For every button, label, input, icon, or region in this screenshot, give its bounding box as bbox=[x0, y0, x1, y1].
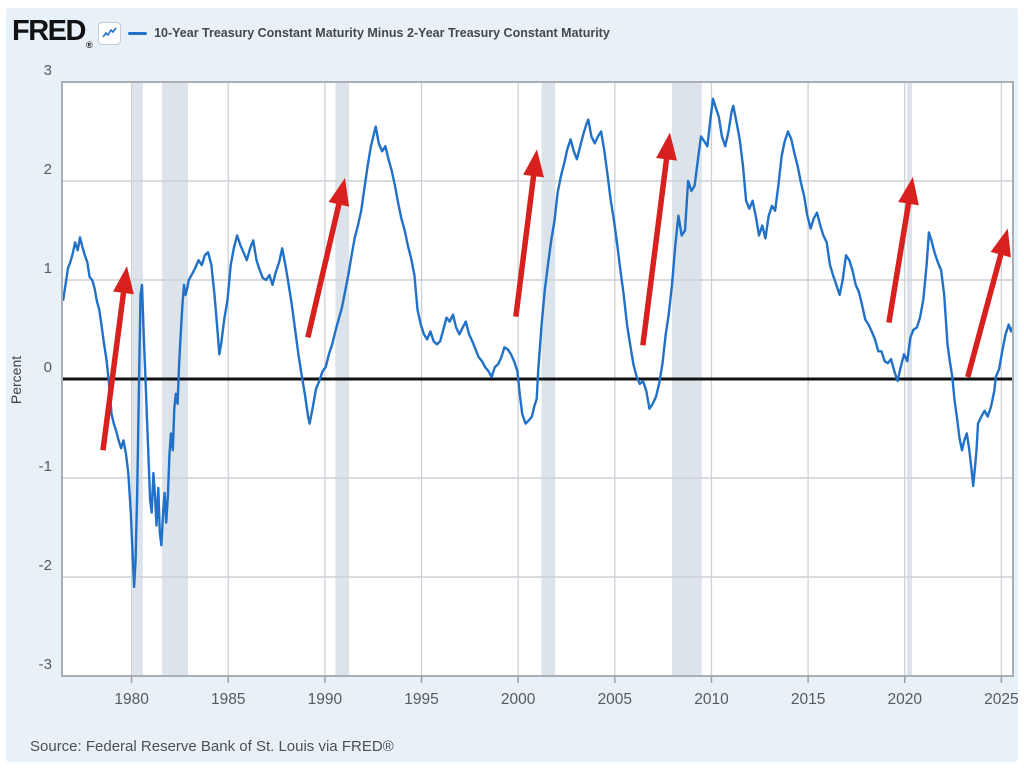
red-up-arrow-shaft bbox=[886, 197, 913, 324]
red-up-arrow-shaft bbox=[965, 248, 1005, 378]
sparkline-chart-icon[interactable] bbox=[98, 21, 122, 45]
red-up-arrow-head bbox=[523, 149, 544, 178]
y-tick-label: -1 bbox=[39, 458, 52, 475]
x-tick-label: 2020 bbox=[888, 691, 923, 708]
red-up-arrow-shaft bbox=[640, 152, 670, 346]
x-tick-label: 2000 bbox=[501, 691, 536, 708]
fred-logo[interactable]: FRED® bbox=[12, 14, 93, 50]
chart-header: FRED® 10-Year Treasury Constant Maturity… bbox=[12, 16, 610, 50]
red-up-arrow-head bbox=[656, 132, 677, 161]
y-tick-label: 3 bbox=[44, 62, 52, 79]
registered-mark-icon: ® bbox=[85, 39, 93, 50]
red-up-arrow-head bbox=[990, 228, 1011, 258]
x-tick-label: 2025 bbox=[984, 691, 1018, 708]
x-tick-label: 1980 bbox=[114, 691, 149, 708]
red-up-arrow-head bbox=[328, 178, 350, 207]
plot-border bbox=[61, 81, 1014, 677]
y-axis-title: Percent bbox=[8, 355, 24, 405]
red-up-arrow-shaft bbox=[513, 169, 538, 317]
red-up-arrow-head bbox=[113, 266, 134, 295]
source-attribution: Source: Federal Reserve Bank of St. Loui… bbox=[30, 738, 394, 755]
x-tick-label: 1985 bbox=[211, 691, 245, 708]
x-tick-label: 1990 bbox=[308, 691, 343, 708]
legend-label: 10-Year Treasury Constant Maturity Minus… bbox=[154, 26, 610, 40]
x-tick-label: 2015 bbox=[791, 691, 825, 708]
x-tick-label: 2010 bbox=[694, 691, 729, 708]
x-tick-label: 1995 bbox=[404, 691, 438, 708]
y-tick-label: 2 bbox=[44, 161, 52, 178]
y-tick-label: -3 bbox=[39, 656, 52, 673]
red-up-arrow-shaft bbox=[305, 197, 343, 339]
y-tick-label: 0 bbox=[44, 359, 52, 376]
y-tick-label: 1 bbox=[44, 260, 52, 277]
x-tick-label: 2005 bbox=[598, 691, 632, 708]
legend-line-swatch bbox=[128, 31, 148, 35]
series-line-10y2y-spread bbox=[62, 97, 1014, 589]
red-up-arrow-shaft bbox=[100, 286, 127, 451]
y-tick-label: -2 bbox=[39, 557, 52, 574]
red-up-arrow-head bbox=[898, 177, 919, 206]
